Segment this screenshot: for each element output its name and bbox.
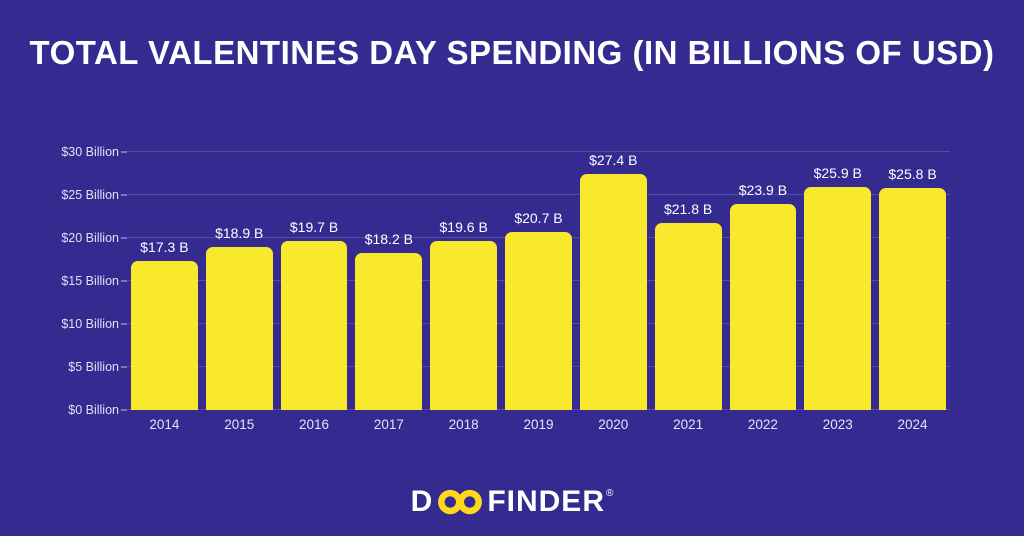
x-axis-label: 2023 bbox=[822, 417, 853, 432]
y-axis-label: $20 Billion bbox=[61, 231, 119, 245]
bar bbox=[729, 204, 797, 410]
bar-column: $19.7 B bbox=[277, 152, 352, 410]
registered-trademark-icon: ® bbox=[605, 488, 614, 499]
bar bbox=[579, 174, 647, 410]
bar bbox=[280, 240, 348, 410]
bar-column: $25.9 B bbox=[800, 152, 875, 410]
x-axis-label: 2014 bbox=[149, 417, 180, 432]
y-axis-label: $10 Billion bbox=[61, 317, 119, 331]
bar bbox=[654, 222, 722, 410]
x-axis-label: 2018 bbox=[448, 417, 479, 432]
bar-value-label: $21.8 B bbox=[663, 200, 713, 217]
bar-column: $23.9 B bbox=[726, 152, 801, 410]
axis-tick bbox=[121, 408, 127, 411]
axis-tick bbox=[121, 322, 127, 325]
bar-column: $18.2 B bbox=[351, 152, 426, 410]
bar-column: $18.9 B bbox=[202, 152, 277, 410]
x-axis: 2014 2015 2016 2017 2018 2019 2020 2021 2022 2023… bbox=[127, 417, 950, 432]
x-axis-label: 2024 bbox=[897, 417, 928, 432]
infinity-icon bbox=[438, 489, 483, 515]
bar bbox=[430, 241, 498, 410]
bar bbox=[505, 231, 572, 410]
x-axis-label: 2020 bbox=[598, 417, 629, 432]
bar bbox=[879, 188, 946, 410]
bar-value-label: $25.9 B bbox=[813, 165, 862, 182]
x-axis-label: 2015 bbox=[224, 417, 255, 432]
y-axis-label: $15 Billion bbox=[61, 274, 119, 288]
bar-value-label: $19.7 B bbox=[289, 218, 339, 235]
axis-tick bbox=[121, 236, 127, 239]
bar-value-label: $19.6 B bbox=[439, 219, 488, 236]
bar-value-label: $27.4 B bbox=[589, 152, 638, 169]
bar-value-label: $23.9 B bbox=[738, 182, 788, 199]
x-axis-label: 2022 bbox=[747, 417, 778, 432]
bar-column: $27.4 B bbox=[576, 152, 651, 410]
bar-column: $20.7 B bbox=[501, 152, 576, 410]
bar bbox=[355, 253, 423, 410]
bar-value-label: $20.7 B bbox=[514, 209, 563, 226]
bar-column: $17.3 B bbox=[127, 152, 202, 410]
bar-value-label: $17.3 B bbox=[140, 239, 189, 256]
gridline bbox=[127, 151, 950, 152]
bar-value-label: $25.8 B bbox=[888, 166, 937, 183]
y-axis: $0 Billion $5 Billion $10 Billion $15 Billi… bbox=[0, 145, 119, 417]
x-axis-label: 2017 bbox=[373, 417, 404, 432]
axis-tick bbox=[121, 365, 127, 368]
bar-column: $25.8 B bbox=[875, 152, 950, 410]
y-axis-label: $5 Billion bbox=[68, 360, 119, 374]
axis-tick bbox=[121, 150, 127, 153]
gridline bbox=[127, 194, 950, 195]
y-axis-label: $0 Billion bbox=[68, 403, 119, 417]
bars-row: $17.3 B $18.9 B $19.7 B $18.2 B $19.6 B $20.7… bbox=[127, 152, 950, 410]
axis-tick bbox=[121, 279, 127, 282]
bar-column: $21.8 B bbox=[651, 152, 726, 410]
bar bbox=[131, 261, 198, 410]
bar-column: $19.6 B bbox=[426, 152, 501, 410]
logo-text-finder: FINDER bbox=[487, 485, 605, 518]
x-axis-label: 2021 bbox=[673, 417, 704, 432]
x-axis-label: 2016 bbox=[299, 417, 330, 432]
plot-area: $17.3 B $18.9 B $19.7 B $18.2 B $19.6 B $20.7… bbox=[121, 150, 950, 411]
bar-value-label: $18.9 B bbox=[215, 225, 264, 242]
bar-value-label: $18.2 B bbox=[364, 231, 413, 248]
bar bbox=[205, 247, 273, 410]
y-axis-label: $30 Billion bbox=[61, 145, 119, 159]
x-axis-label: 2019 bbox=[523, 417, 554, 432]
y-axis-label: $25 Billion bbox=[61, 188, 119, 202]
bar bbox=[804, 187, 872, 410]
doofinder-logo: D FINDER ® bbox=[0, 487, 1024, 517]
chart-title: TOTAL VALENTINES DAY SPENDING (IN BILLIO… bbox=[29, 34, 995, 71]
axis-tick bbox=[121, 193, 127, 196]
logo-text-d: D bbox=[410, 485, 434, 518]
